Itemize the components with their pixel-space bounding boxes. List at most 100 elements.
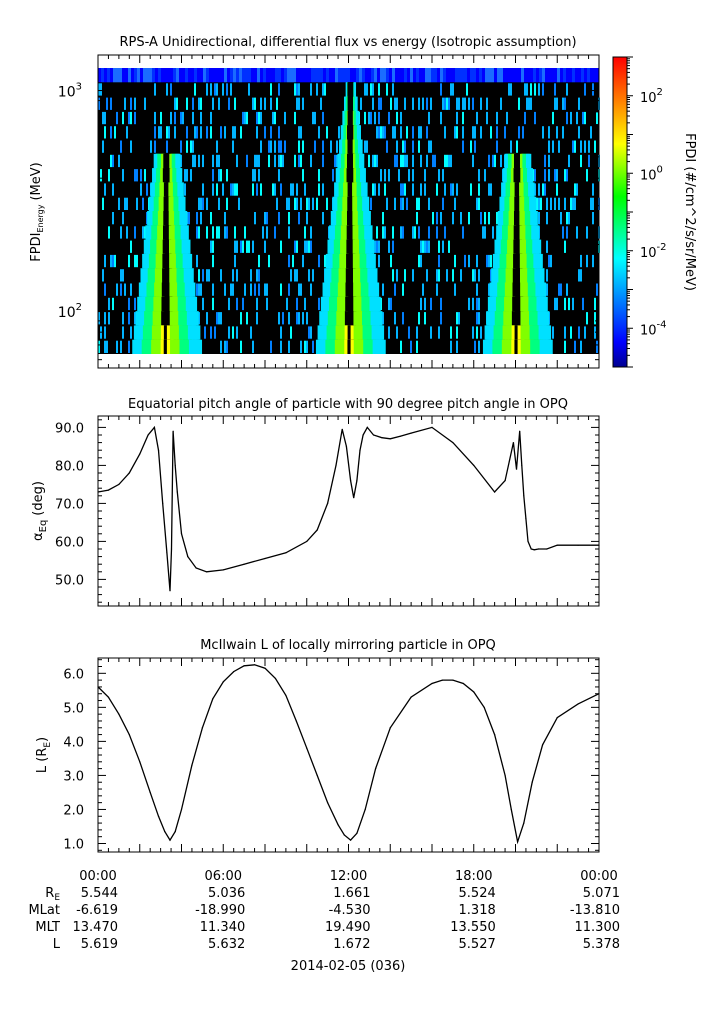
spectrogram-cell <box>158 126 160 139</box>
spectrogram-cell <box>580 140 582 153</box>
spectrogram-cell <box>198 197 200 210</box>
spectrogram-cell <box>500 68 503 83</box>
spectrogram-cell <box>374 240 376 253</box>
spectrogram-cell <box>194 68 197 83</box>
spectrogram-cell <box>378 97 380 110</box>
spectrogram-cell <box>338 68 341 83</box>
spectrogram-cell <box>494 68 497 83</box>
spectrogram-cell <box>180 154 182 168</box>
spectrogram-cell <box>192 111 194 125</box>
spectrogram-cell <box>174 111 176 125</box>
spectrogram-cell <box>264 283 266 296</box>
spectrogram-cell <box>566 212 568 225</box>
spectrogram-cell <box>112 154 114 168</box>
spectrogram-cell <box>422 283 424 296</box>
spectrogram-cell <box>580 340 582 353</box>
pitch-angle-point <box>335 464 337 466</box>
pitch-angle-point <box>359 449 361 451</box>
spectrogram-cell <box>440 68 443 83</box>
spectrogram-band-cell <box>191 296 198 312</box>
spectrogram-cell <box>396 269 398 282</box>
spectrogram-cell <box>98 312 100 325</box>
spectrogram-cell <box>284 111 286 125</box>
spectrogram-cell <box>454 254 456 268</box>
spectrogram-cell <box>118 154 120 168</box>
pitch-angle-point <box>222 569 224 571</box>
mcilwain-l-point <box>598 693 600 695</box>
spectrogram-cell <box>234 183 236 196</box>
spectrogram-cell <box>486 111 488 125</box>
spectrogram-cell <box>450 340 452 353</box>
mcilwain-l-panel: McIlwain L of locally mirroring particle… <box>35 638 600 853</box>
spectrogram-cell <box>448 154 450 168</box>
spectrogram-cell <box>562 126 564 139</box>
spectrogram-cell <box>440 83 442 96</box>
spectrogram-cell <box>516 140 518 153</box>
spectrogram-cell <box>167 68 170 83</box>
spectrogram-cell <box>526 83 528 96</box>
spectrogram-cell <box>554 68 557 83</box>
spectrogram-panel: RPS-A Unidirectional, differential flux … <box>29 35 697 369</box>
spectrogram-cell <box>430 97 432 110</box>
spectrogram-cell <box>306 212 308 225</box>
spectrogram-cell <box>416 326 418 339</box>
spectrogram-cell <box>398 169 400 182</box>
spectrogram-cell <box>558 283 560 296</box>
spectrogram-cell <box>424 240 426 253</box>
mcilwain-l-point <box>212 698 214 700</box>
spectrogram-cell <box>491 68 494 83</box>
mcilwain-l-y-label-sub: E <box>43 742 53 748</box>
spectrogram-cell <box>539 68 542 83</box>
spectrogram-cell <box>560 283 562 296</box>
spectrogram-cell <box>566 68 569 83</box>
spectrogram-cell <box>554 297 556 311</box>
mcilwain-l-point <box>253 664 256 666</box>
spectrogram-cell <box>455 68 458 83</box>
spectrogram-cell <box>218 226 220 239</box>
spectrogram-cell <box>256 183 258 196</box>
spectrogram-cell <box>544 183 546 196</box>
spectrogram-cell <box>198 226 200 239</box>
spectrogram-cell <box>288 312 290 325</box>
spectrogram-cell <box>544 169 546 182</box>
spectrogram-cell <box>312 197 314 210</box>
mcilwain-l-point <box>316 774 318 777</box>
spectrogram-cell <box>456 183 458 196</box>
spectrogram-cell <box>431 68 434 83</box>
spectrogram-cell <box>446 269 448 282</box>
spectrogram-cell <box>438 326 440 339</box>
pitch-angle-point <box>316 529 318 531</box>
spectrogram-cell <box>576 226 578 239</box>
spectrogram-cell <box>462 140 464 153</box>
spectrogram-cell <box>450 326 452 339</box>
spectrogram-band-cell <box>187 253 193 269</box>
spectrogram-cell <box>378 240 380 253</box>
spectrogram-cell <box>182 111 184 125</box>
spectrogram-cell <box>350 68 353 83</box>
spectrogram-cell <box>496 140 498 153</box>
spectrogram-cell <box>294 154 296 168</box>
spectrogram-cell <box>278 140 280 153</box>
spectrogram-cell <box>485 68 488 83</box>
spectrogram-band-cell <box>545 339 553 354</box>
spectrogram-cell <box>288 254 290 268</box>
spectrogram-cell <box>224 68 227 83</box>
spectrogram-cell <box>272 111 274 125</box>
spectrogram-cell <box>450 183 452 196</box>
pitch-angle-y-tick-label: 70.0 <box>55 497 84 512</box>
spectrogram-cell <box>160 126 162 139</box>
spectrogram-cell <box>246 240 248 253</box>
spectrogram-y-tick-label: 102 <box>58 302 82 321</box>
ephemeris-table: RE 5.544 5.036 1.661 5.524 5.071 MLat -6.619 -18… <box>28 886 620 952</box>
spectrogram-cell <box>288 197 290 210</box>
pitch-angle-point <box>153 426 155 428</box>
ephemeris-value: 5.524 <box>459 886 496 901</box>
mcilwain-l-point <box>264 667 266 669</box>
spectrogram-band-cell <box>357 110 360 126</box>
spectrogram-cell <box>556 183 558 196</box>
spectrogram-cell <box>378 83 380 96</box>
spectrogram-cell <box>418 197 420 210</box>
spectrogram-cell <box>274 226 276 239</box>
spectrogram-cell <box>394 97 396 110</box>
spectrogram-cell <box>216 154 218 168</box>
